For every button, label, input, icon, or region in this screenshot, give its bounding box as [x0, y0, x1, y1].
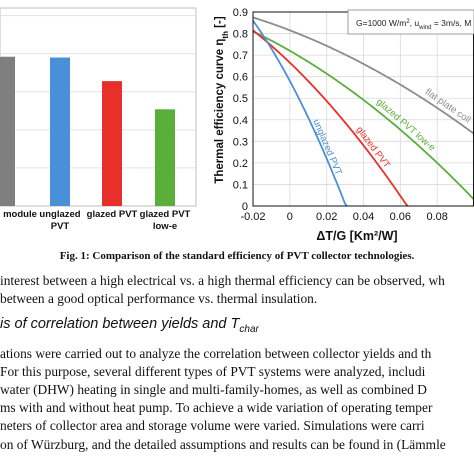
- figure-caption: Fig. 1: Comparison of the standard effic…: [59, 250, 415, 262]
- legend-box: G=1000 W/m2, uwind = 3m/s, M: [347, 9, 474, 35]
- text-line: ms with and without heat pump. To achiev…: [0, 400, 433, 416]
- body-text: interest between a high electrical vs. a…: [0, 272, 474, 454]
- text-line: between a good optical performance vs. t…: [0, 291, 318, 307]
- y-tick-label: 0.1: [233, 179, 248, 191]
- line-chart-y-axis-label: Thermal efficiency curve ηth [-]: [214, 16, 230, 184]
- y-tick-label: 0.8: [233, 29, 248, 41]
- x-tick-label: 0: [287, 211, 293, 223]
- figure: module unglazed PVT glazed PVT glazed PVT low…: [0, 7, 474, 243]
- series-line-unglazed-PVT: [252, 20, 348, 207]
- x-tick-label: 0.08: [426, 211, 447, 223]
- text-line: For this purpose, several different type…: [0, 363, 426, 379]
- bar-chart: module unglazed PVT glazed PVT glazed PVT low…: [0, 7, 197, 232]
- bar-module: [0, 56, 15, 206]
- series-label: unglazed PVT: [310, 118, 344, 177]
- text-line: on of Würzburg, and the detailed assumpt…: [0, 436, 446, 452]
- bar-unglazed-PVT: [50, 57, 70, 206]
- series-line-flat-plate-coll: [252, 16, 474, 135]
- line-chart-series: [252, 16, 474, 207]
- line-chart-gridlines: [252, 11, 474, 207]
- bar-category-label: glazed PVT: [87, 209, 138, 220]
- series-line-glazed-PVT: [252, 29, 409, 207]
- x-tick-label: -0.02: [240, 211, 265, 223]
- line-chart-y-ticks: 0 0.1 0.2 0.3 0.4 0.5 0.6 0.7 0.8 0.9: [233, 7, 248, 213]
- x-tick-label: 0.06: [390, 211, 411, 223]
- bar-category-label: module: [3, 209, 37, 220]
- y-tick-label: 0.6: [233, 72, 248, 84]
- bar-category-label: unglazed PVT: [39, 209, 80, 232]
- y-tick-label: 0: [242, 201, 248, 213]
- series-line-glazed-PVT-low-e: [252, 30, 474, 201]
- x-tick-label: 0.02: [316, 211, 337, 223]
- bar-glazed-PVT-low-e: [155, 109, 175, 206]
- y-tick-label: 0.7: [233, 50, 248, 62]
- legend-box-text: G=1000 W/m2, uwind = 3m/s, M: [356, 18, 471, 31]
- bar-category-label: glazed PVT low-e: [140, 209, 191, 232]
- line-chart-x-axis-label: ΔT/G [Km²/W]: [316, 229, 397, 243]
- y-tick-label: 0.5: [233, 93, 248, 105]
- text-line: interest between a high electrical vs. a…: [0, 273, 445, 288]
- x-tick-label: 0.04: [353, 211, 374, 223]
- y-tick-label: 0.3: [233, 136, 248, 148]
- legend-box-frame: [347, 9, 474, 35]
- line-chart-x-ticks: -0.02 0 0.02 0.04 0.06 0.08: [240, 211, 447, 223]
- y-tick-label: 0.4: [233, 115, 248, 127]
- text-line: ations were carried out to analyze the c…: [0, 345, 432, 361]
- bar-chart-category-labels: module unglazed PVT glazed PVT glazed PVT low…: [3, 209, 190, 232]
- section-heading: is of correlation between yields and Tch…: [0, 316, 259, 336]
- series-label: glazed PVT low-e: [374, 96, 437, 153]
- bar-glazed-PVT: [102, 81, 122, 206]
- text-line: neters of collector area and storage vol…: [0, 418, 425, 434]
- y-tick-label: 0.9: [233, 7, 248, 19]
- bar-chart-bars: [0, 56, 175, 206]
- y-tick-label: 0.2: [233, 158, 248, 170]
- text-line: water (DHW) heating in single and multi-…: [0, 381, 427, 397]
- series-label: glazed PVT: [354, 125, 392, 171]
